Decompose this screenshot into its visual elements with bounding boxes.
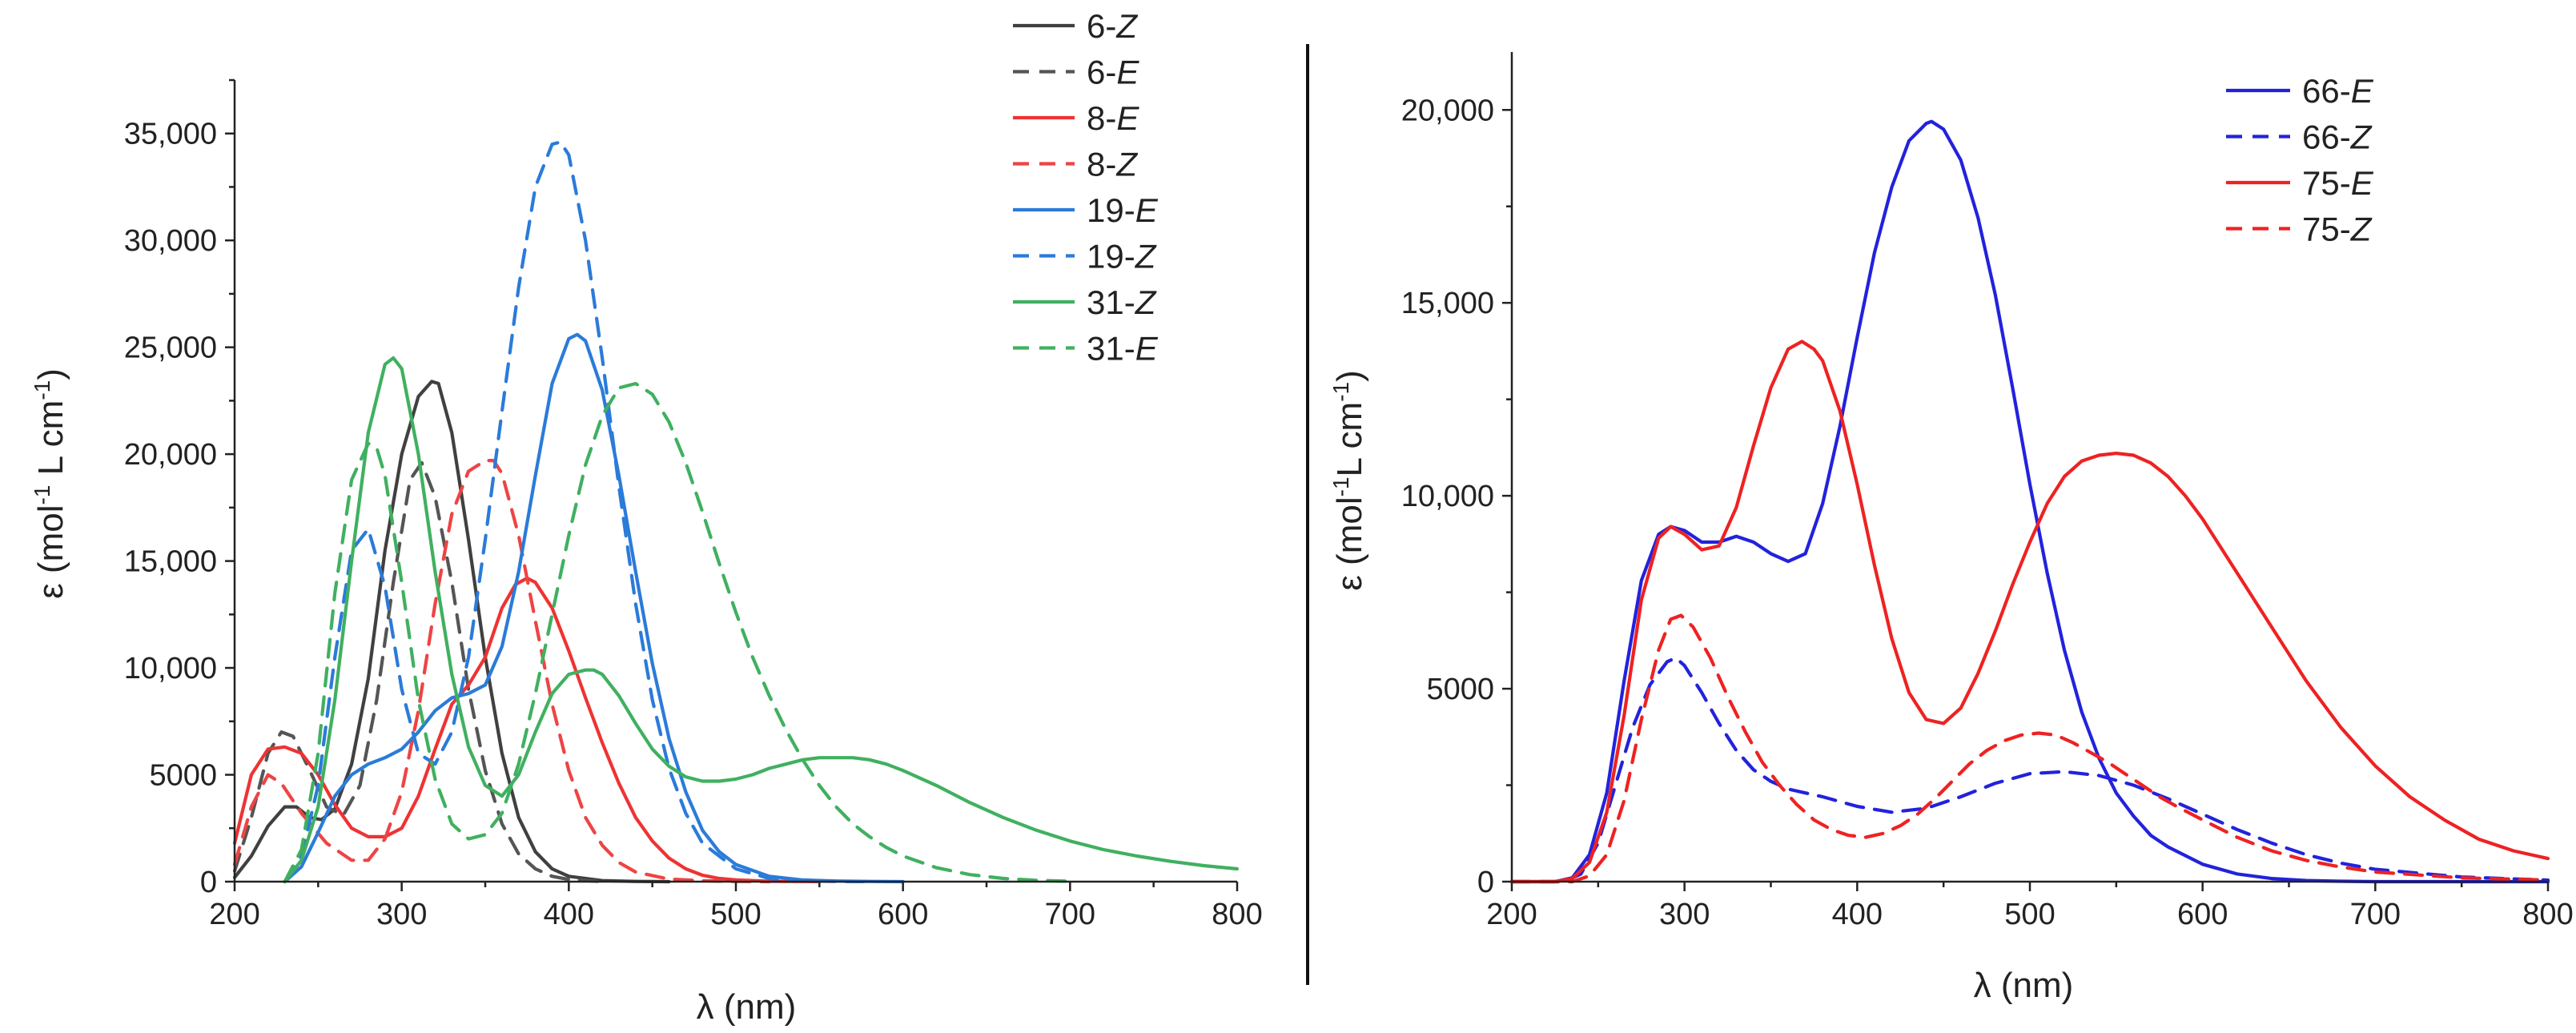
series-line-6-Z xyxy=(232,380,671,884)
legend-label-8-Z: 8-Z xyxy=(1087,146,1138,183)
right-axes xyxy=(1510,52,2548,883)
y-tick-label: 5000 xyxy=(149,759,217,793)
legend-label-75-Z: 75-Z xyxy=(2302,211,2373,248)
right-y-axis-title: ε (mol-1L cm-1) xyxy=(1328,370,1369,591)
y-tick-label: 30,000 xyxy=(124,224,217,258)
x-tick-label: 800 xyxy=(2522,898,2573,931)
x-tick-label: 700 xyxy=(2350,898,2401,931)
y-tick-label: 10,000 xyxy=(1401,480,1494,513)
series-line-19-Z xyxy=(283,140,871,884)
legend-label-66-Z: 66-Z xyxy=(2302,119,2373,156)
legend-label-75-E: 75-E xyxy=(2302,164,2374,202)
legend-label-31-Z: 31-Z xyxy=(1087,283,1157,321)
y-tick-label: 5000 xyxy=(1426,673,1494,706)
y-tick-label: 35,000 xyxy=(124,118,217,151)
y-tick-label: 10,000 xyxy=(124,652,217,685)
x-tick-label: 400 xyxy=(544,898,594,931)
x-tick-label: 500 xyxy=(2004,898,2055,931)
y-tick-label: 20,000 xyxy=(1401,94,1494,127)
x-tick-label: 600 xyxy=(2177,898,2228,931)
left-y-axis-title: ε (mol-1 L cm-1) xyxy=(30,368,70,599)
legend-label-8-E: 8-E xyxy=(1087,99,1139,137)
x-tick-label: 200 xyxy=(209,898,259,931)
series-line-31-Z xyxy=(283,356,1240,884)
x-tick-label: 500 xyxy=(710,898,761,931)
x-tick-label: 400 xyxy=(1832,898,1883,931)
right-x-axis-title: λ (nm) xyxy=(1974,966,2074,1005)
x-tick-label: 700 xyxy=(1045,898,1095,931)
right-series-group xyxy=(1509,119,2550,884)
x-tick-label: 600 xyxy=(878,898,928,931)
series-line-66-E xyxy=(1509,119,2550,884)
left-ticks: 200 300 400 500 600 700 800 0 5000 10,000 15,000 20… xyxy=(124,78,1263,931)
x-tick-label: 800 xyxy=(1212,898,1262,931)
y-tick-label: 25,000 xyxy=(124,332,217,365)
legend-label-31-E: 31-E xyxy=(1087,330,1159,368)
series-line-75-Z xyxy=(1509,613,2550,884)
series-line-75-E xyxy=(1509,340,2550,884)
left-legend: 6-Z 6-E 8-E 8-Z 19-E 19-Z 31-Z 31-E xyxy=(1013,7,1159,368)
left-x-axis-title: λ (nm) xyxy=(697,987,797,1027)
y-tick-label: 20,000 xyxy=(124,438,217,472)
legend-label-19-Z: 19-Z xyxy=(1087,238,1157,275)
y-tick-label: 15,000 xyxy=(1401,287,1494,320)
right-ticks: 200 300 400 500 600 700 800 0 5000 10,000 15,000 20… xyxy=(1401,94,2574,931)
legend-label-6-E: 6-E xyxy=(1087,54,1139,91)
y-tick-label: 15,000 xyxy=(124,545,217,579)
series-line-19-E xyxy=(283,332,905,884)
x-tick-label: 300 xyxy=(1659,898,1710,931)
x-tick-label: 200 xyxy=(1486,898,1537,931)
series-line-8-E xyxy=(232,576,822,884)
y-tick-label: 0 xyxy=(1477,866,1494,899)
series-line-6-E xyxy=(232,460,605,884)
series-line-66-Z xyxy=(1509,656,2550,884)
legend-label-66-E: 66-E xyxy=(2302,72,2374,110)
legend-label-19-E: 19-E xyxy=(1087,191,1159,229)
left-series-group xyxy=(232,140,1240,884)
legend-label-6-Z: 6-Z xyxy=(1087,7,1138,45)
left-chart: 200 300 400 500 600 700 800 0 5000 10,000 15,000 20… xyxy=(30,7,1263,1027)
right-legend: 66-E 66-Z 75-E 75-Z xyxy=(2226,72,2374,248)
right-chart: 200 300 400 500 600 700 800 0 5000 10,000 15,000 20… xyxy=(1328,52,2574,1005)
y-tick-label: 0 xyxy=(200,866,217,899)
x-tick-label: 300 xyxy=(376,898,427,931)
series-line-31-E xyxy=(283,381,1072,884)
